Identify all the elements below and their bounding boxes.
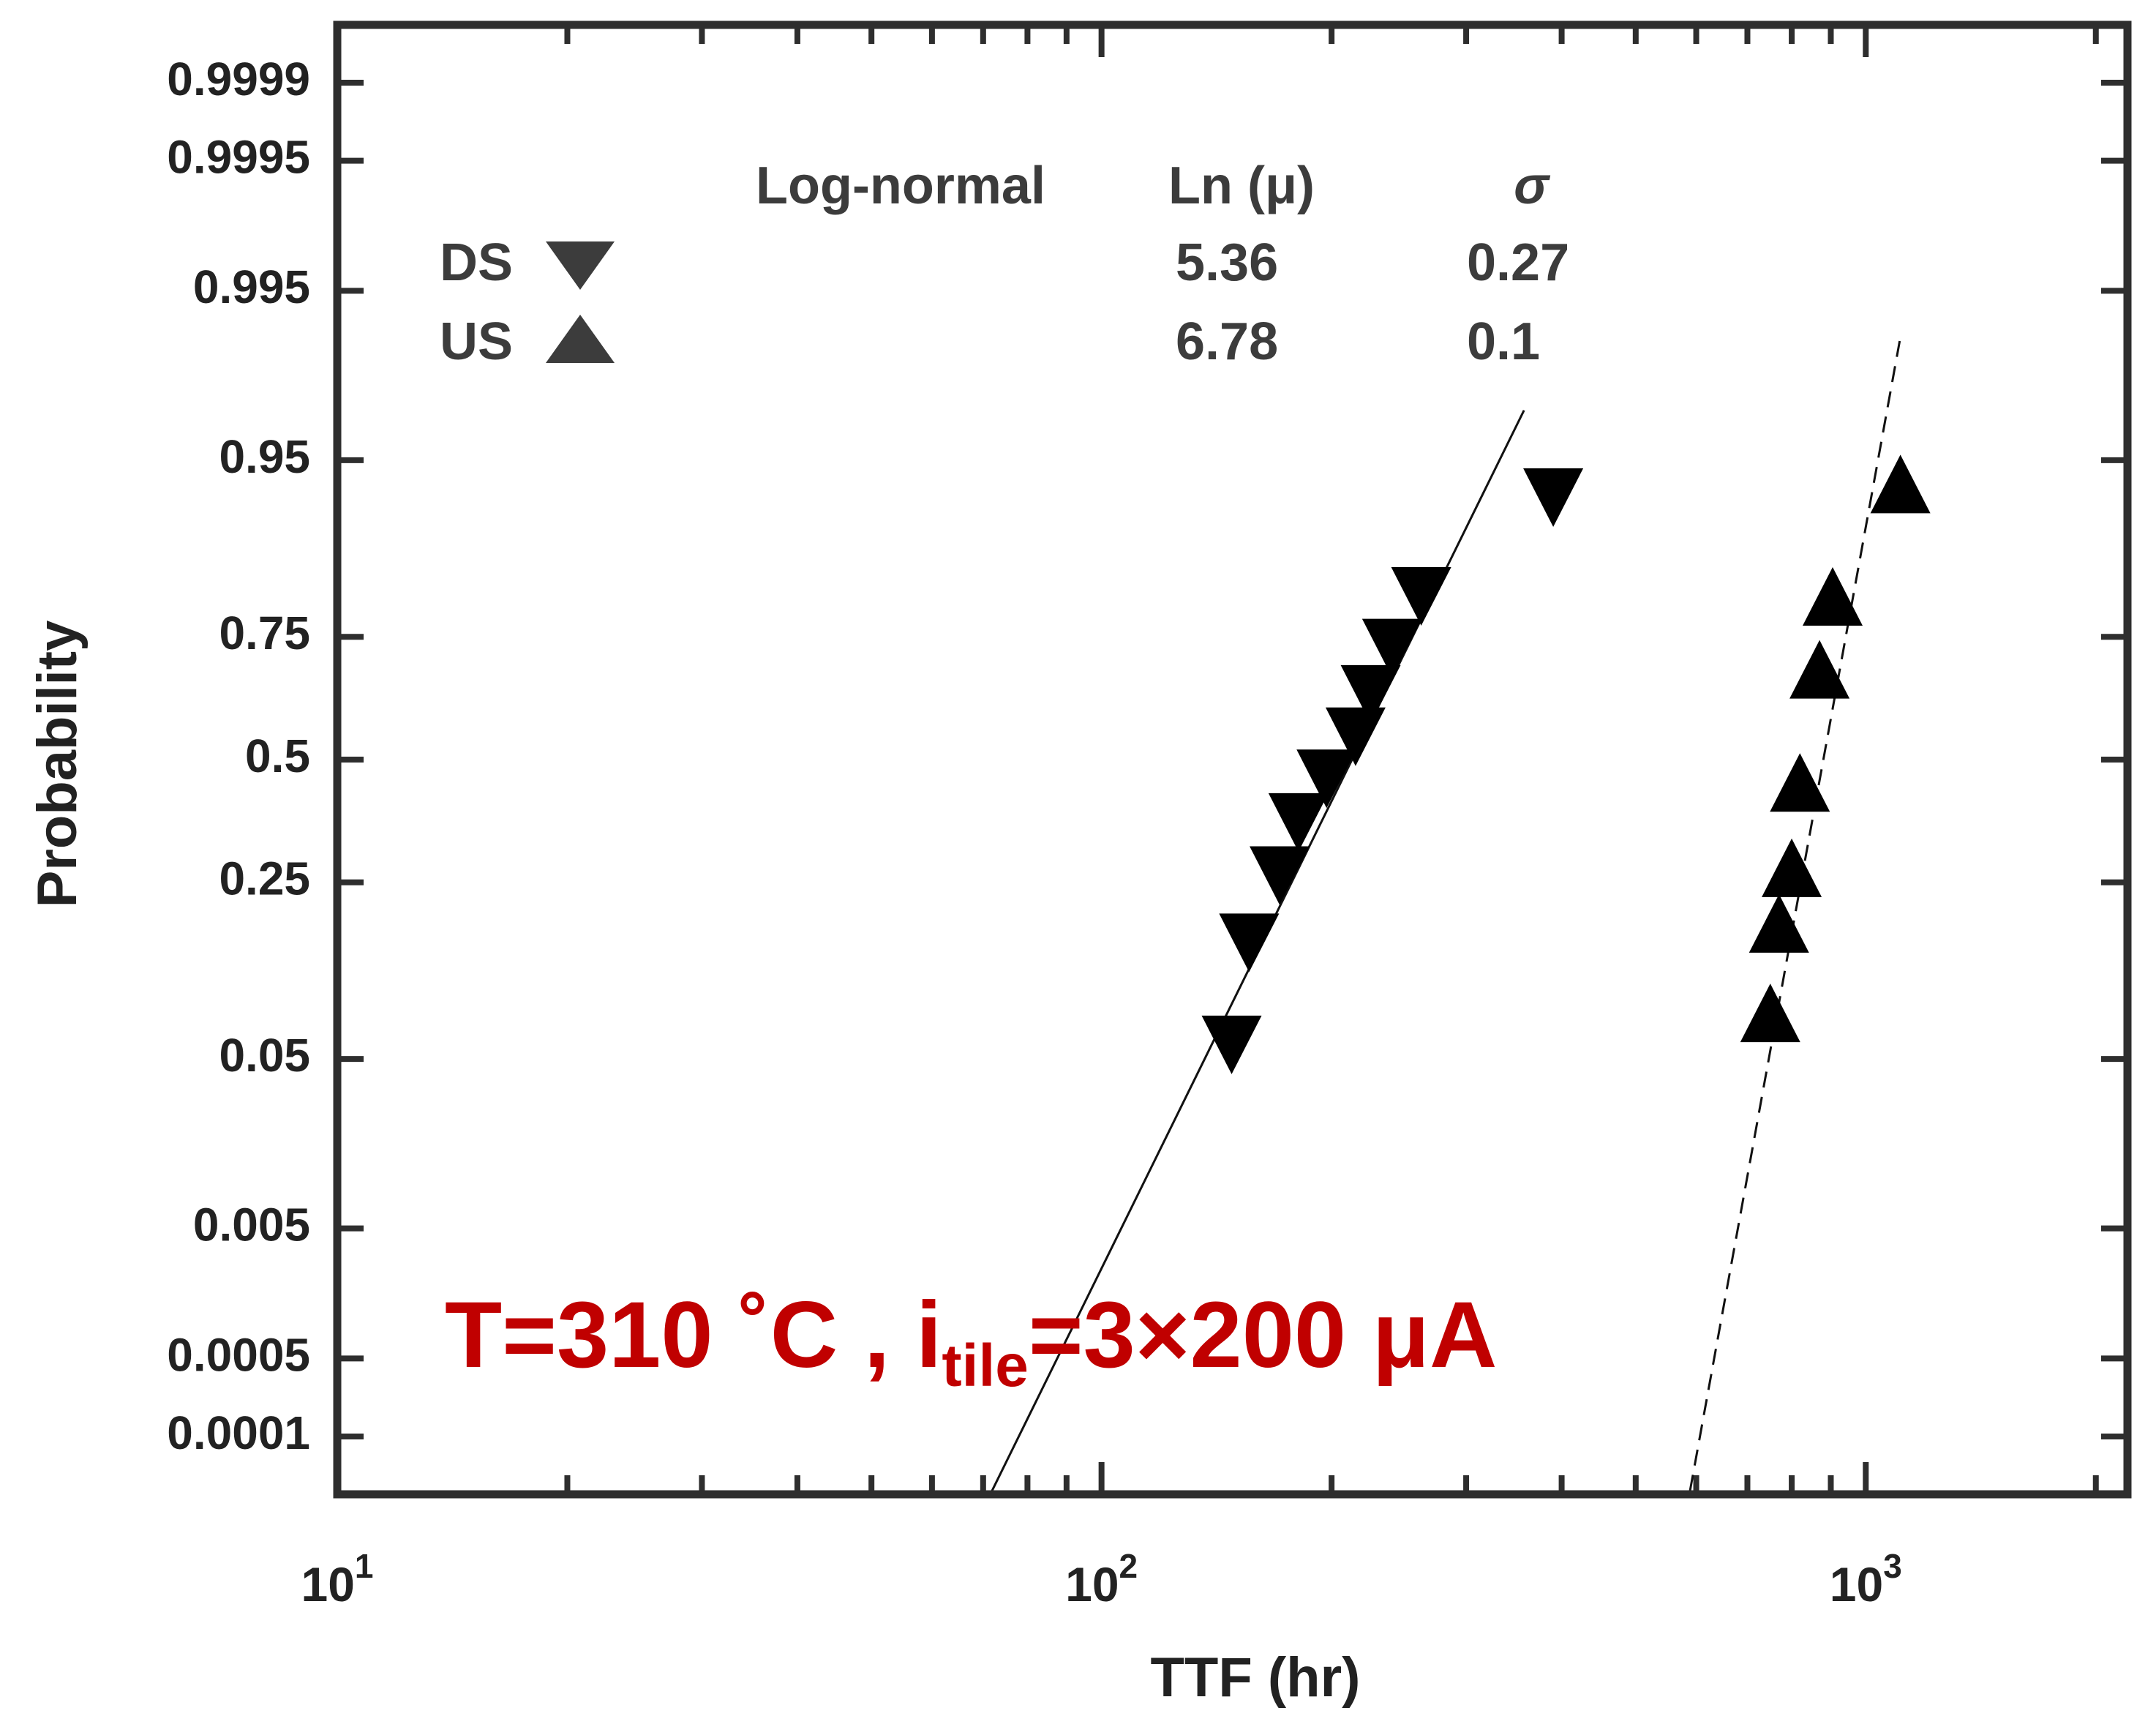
x-axis-label: TTF (hr) xyxy=(1150,1647,1360,1709)
table-header-mu: Ln (μ) xyxy=(1168,157,1315,215)
point-us xyxy=(1803,567,1863,626)
y-tick-label-2: 0.995 xyxy=(193,261,310,313)
y-tick-label-9: 0.0005 xyxy=(167,1328,310,1381)
legend-label-ds: DS xyxy=(440,233,513,292)
point-us xyxy=(1762,838,1822,897)
plot-frame xyxy=(333,20,2132,1499)
point-ds xyxy=(1361,618,1422,678)
table-header-sigma: σ xyxy=(1514,157,1551,215)
point-us xyxy=(1770,753,1830,812)
table-ds-mu: 5.36 xyxy=(1176,233,1278,292)
point-us xyxy=(1789,640,1850,699)
y-tick-label-10: 0.0001 xyxy=(167,1406,310,1459)
point-ds xyxy=(1296,749,1357,809)
x-tick-label-0: 101 xyxy=(301,1547,373,1611)
y-tick-label-1: 0.9995 xyxy=(167,130,310,183)
point-ds xyxy=(1250,846,1310,905)
tick-labels: 0.9999 0.9995 0.995 0.95 0.75 0.5 0.25 0.05 0.00… xyxy=(167,53,1902,1611)
point-us xyxy=(1870,454,1931,514)
point-ds xyxy=(1268,793,1329,852)
condition-annotation: T=310 ˚C , itile=3×200 μA xyxy=(445,1283,1497,1399)
y-tick-label-8: 0.005 xyxy=(193,1199,310,1251)
point-us xyxy=(1740,984,1800,1043)
y-tick-label-3: 0.95 xyxy=(219,430,310,483)
point-ds xyxy=(1523,468,1584,527)
fit-line-us xyxy=(1689,332,1903,1491)
x-tick-label-1: 102 xyxy=(1065,1547,1138,1611)
table-us-mu: 6.78 xyxy=(1176,312,1278,371)
annotation-prefix: T=310 ˚C , i xyxy=(445,1283,942,1387)
stats-table: Log-normal Ln (μ) σ DS 5.36 0.27 US 6.78… xyxy=(440,157,1569,371)
table-ds-sigma: 0.27 xyxy=(1467,233,1569,292)
y-tick-label-5: 0.5 xyxy=(245,730,310,782)
annotation-subscript: tile xyxy=(942,1333,1028,1399)
legend-label-us: US xyxy=(440,312,513,371)
point-ds xyxy=(1391,567,1451,626)
y-tick-label-0: 0.9999 xyxy=(167,53,310,105)
table-us-sigma: 0.1 xyxy=(1467,312,1540,371)
y-axis-label: Probability xyxy=(26,621,89,908)
legend-marker-ds xyxy=(546,241,615,290)
y-tick-label-6: 0.25 xyxy=(219,853,310,905)
annotation-suffix: =3×200 μA xyxy=(1029,1283,1498,1387)
point-ds xyxy=(1219,913,1280,973)
legend-marker-us xyxy=(546,315,615,363)
data-markers xyxy=(1201,454,1931,1074)
x-tick-label-2: 103 xyxy=(1830,1547,1902,1611)
point-ds xyxy=(1340,664,1401,724)
point-ds xyxy=(1201,1015,1262,1074)
y-tick-label-4: 0.75 xyxy=(219,607,310,659)
table-header-model: Log-normal xyxy=(756,157,1045,215)
point-us xyxy=(1749,894,1809,953)
y-tick-label-7: 0.05 xyxy=(219,1029,310,1082)
